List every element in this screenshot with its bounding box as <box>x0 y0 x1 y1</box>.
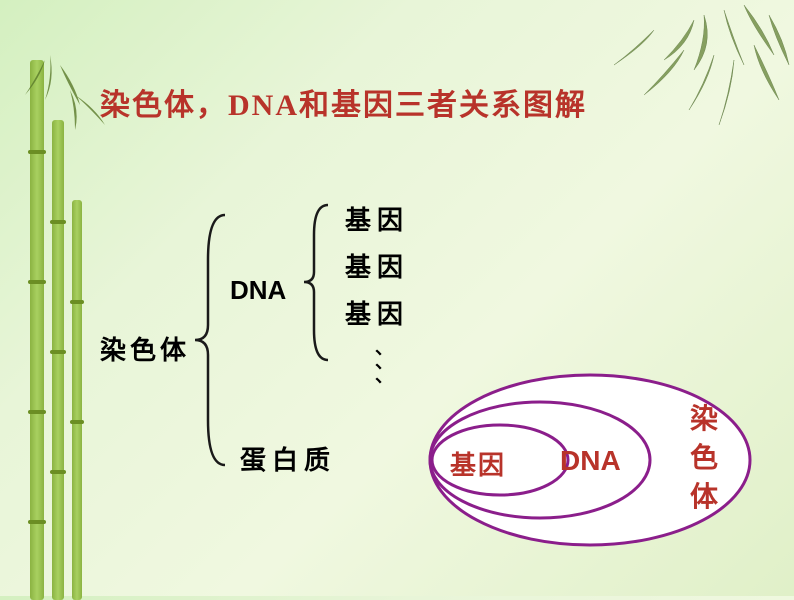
bamboo-decoration-top-right <box>594 0 794 150</box>
ellipsis-dots: 、、、 <box>375 341 409 383</box>
venn-chrom-char: 染 <box>690 404 720 435</box>
gene-item: 基因 <box>345 200 409 237</box>
venn-chrom-char: 体 <box>690 482 720 513</box>
gene-list: 基因 基因 基因 、、、 <box>345 200 409 393</box>
chromosome-label: 染色体 <box>100 330 190 367</box>
page-title: 染色体，DNA和基因三者关系图解 <box>100 80 587 124</box>
gene-item: 基因 <box>345 294 409 331</box>
venn-dna-label: DNA <box>560 445 621 477</box>
brace-inner <box>300 200 330 365</box>
gene-item: 基因 <box>345 247 409 284</box>
venn-chrom-char: 色 <box>690 443 720 474</box>
venn-chromosome-label: 染 色 体 <box>690 400 720 518</box>
protein-label: 蛋白质 <box>240 440 336 477</box>
brace-outer <box>190 210 230 470</box>
dna-label: DNA <box>230 275 286 306</box>
venn-gene-label: 基因 <box>450 445 506 482</box>
